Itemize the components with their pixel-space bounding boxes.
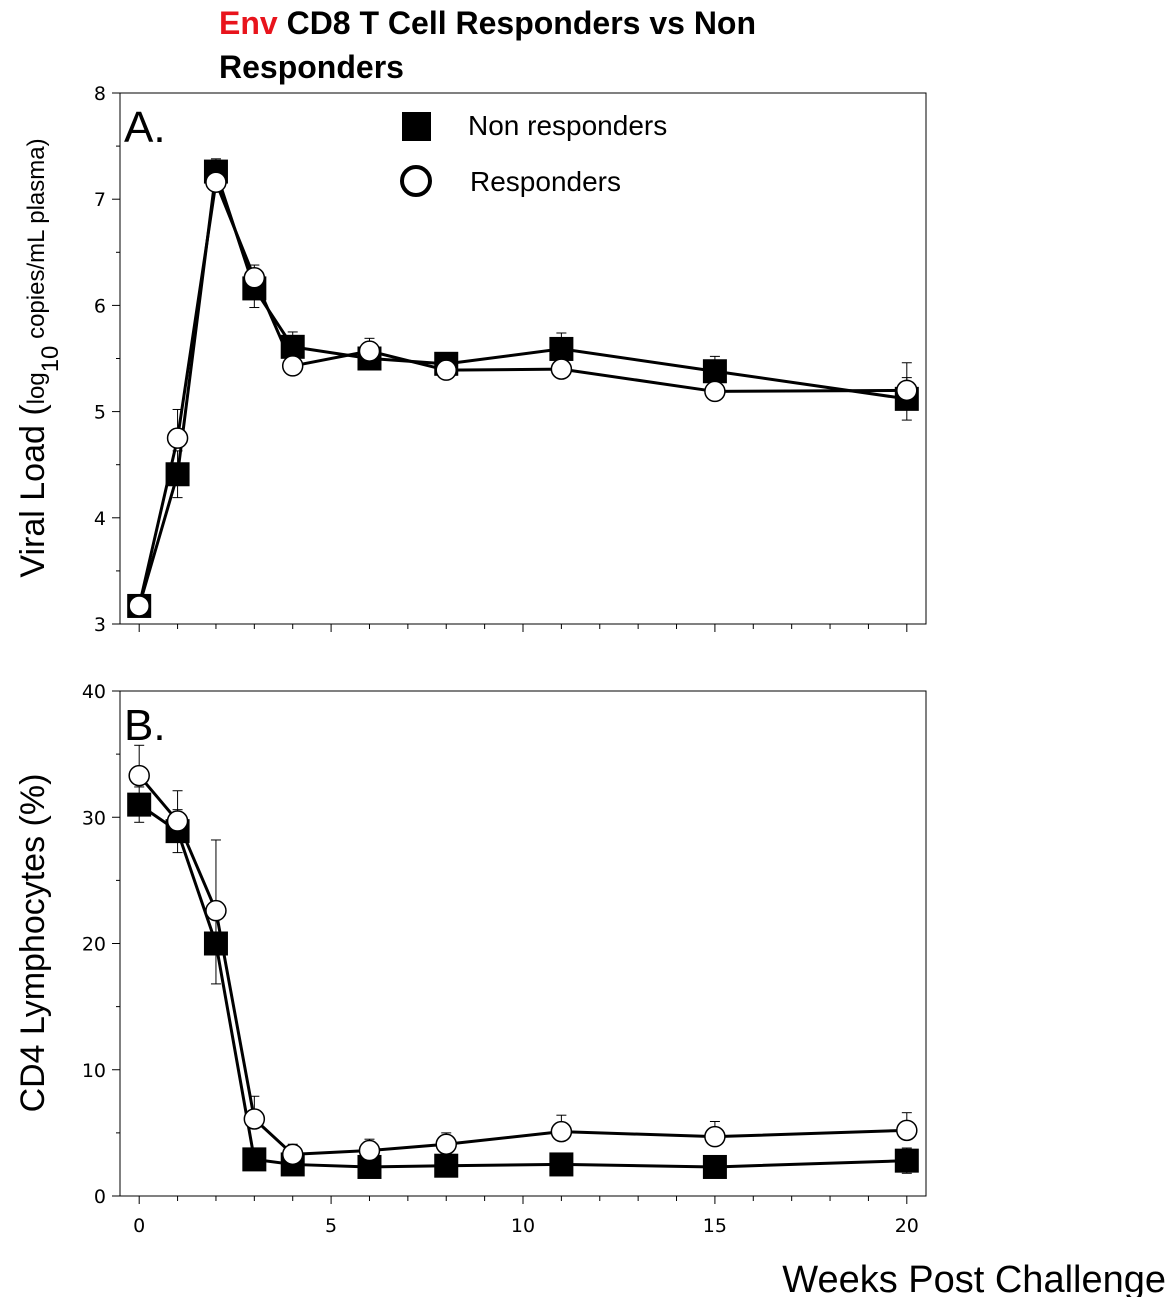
- y-tick-label: 4: [94, 508, 106, 530]
- y-tick-label: 10: [82, 1060, 106, 1082]
- panel-b-frame: [119, 690, 927, 1197]
- y-tick-label: 20: [82, 934, 106, 956]
- y-tick-label: 30: [82, 807, 106, 829]
- data-point-non-responders: [280, 334, 305, 359]
- legend-label-responders: Responders: [470, 166, 621, 197]
- data-point-responders: [550, 358, 573, 380]
- y-label-rest: copies/mL plasma): [23, 138, 50, 345]
- data-point-responders: [281, 355, 304, 377]
- data-point-non-responders: [702, 1154, 727, 1179]
- data-point-non-responders: [165, 462, 190, 487]
- legend-square-marker: [402, 112, 431, 141]
- panel-b-x-axis: 0 5 10 15 20: [133, 1196, 919, 1237]
- legend-circle-marker: [400, 165, 432, 197]
- y-tick-label: 8: [94, 83, 106, 105]
- y-label-main: Viral Load (: [14, 404, 52, 578]
- data-point-non-responders: [894, 1148, 919, 1173]
- panel-b: B. 0 10 20 30 40 0 5 10 15 20 CD4 Lymphocytes (%…: [14, 681, 1166, 1297]
- data-point-responders: [205, 171, 227, 193]
- data-point-non-responders: [549, 1152, 574, 1177]
- series-line-non-responders: [138, 803, 907, 1169]
- series-line-responders: [137, 176, 907, 607]
- chart-title: Env CD8 T Cell Responders vs Non: [219, 5, 756, 41]
- data-point-responders: [358, 340, 381, 362]
- panel-b-series: [127, 744, 919, 1179]
- error-bar-responders: [210, 839, 221, 911]
- x-tick-label: 0: [133, 1215, 145, 1237]
- data-point-non-responders: [702, 359, 727, 384]
- data-point-responders: [704, 1125, 726, 1148]
- data-point-responders: [435, 1133, 457, 1155]
- chart-title-line2: Responders: [219, 49, 404, 85]
- data-point-responders: [166, 427, 189, 449]
- data-point-non-responders: [434, 1153, 459, 1178]
- data-point-non-responders: [242, 1147, 267, 1172]
- data-point-responders: [896, 379, 918, 402]
- panel-a-y-label: Viral Load (log10 copies/mL plasma): [14, 138, 64, 577]
- data-point-responders: [358, 1139, 381, 1162]
- data-point-non-responders: [549, 336, 574, 361]
- data-point-responders: [550, 1120, 573, 1143]
- y-tick-label: 3: [94, 614, 106, 636]
- panel-b-y-label: CD4 Lymphocytes (%): [14, 774, 52, 1113]
- data-point-responders: [704, 380, 726, 403]
- legend-label-non-responders: Non responders: [468, 110, 667, 141]
- data-point-non-responders: [127, 792, 152, 817]
- y-tick-label: 6: [94, 295, 106, 317]
- data-point-responders: [205, 899, 227, 922]
- data-point-responders: [243, 267, 266, 289]
- data-point-responders: [128, 595, 150, 617]
- y-tick-label: 7: [94, 189, 106, 211]
- panel-a-x-axis: [138, 624, 908, 632]
- panel-a-series: [127, 158, 919, 618]
- y-tick-label: 5: [94, 402, 106, 424]
- data-point-responders: [166, 810, 189, 832]
- data-point-non-responders: [203, 931, 228, 956]
- title-accent: Env: [219, 5, 278, 41]
- data-point-responders: [281, 1143, 304, 1166]
- data-point-responders: [128, 764, 150, 787]
- data-point-responders: [896, 1119, 918, 1142]
- data-point-responders: [243, 1108, 266, 1130]
- legend: Non responders Responders: [400, 110, 667, 197]
- x-tick-label: 15: [703, 1215, 727, 1237]
- panel-b-y-axis: 0 10 20 30 40: [82, 681, 120, 1208]
- panel-a-label: A.: [124, 103, 166, 152]
- x-tick-label: 10: [511, 1215, 535, 1237]
- series-line-non-responders: [137, 171, 908, 607]
- y-label-log: log: [23, 372, 50, 404]
- y-tick-label: 40: [82, 681, 106, 703]
- y-tick-label: 0: [94, 1186, 106, 1208]
- panel-a-y-axis: 3 4 5 6 7 8: [94, 83, 120, 636]
- panel-b-label: B.: [124, 701, 166, 750]
- series-line-responders: [138, 774, 907, 1156]
- title-rest: CD8 T Cell Responders vs Non: [278, 5, 756, 41]
- data-point-responders: [435, 359, 457, 381]
- x-tick-label: 5: [325, 1215, 337, 1237]
- x-axis-label: Weeks Post Challenge: [782, 1259, 1166, 1297]
- panel-a: A. 3 4 5 6 7 8 Viral Load (log10 copies/mL pl…: [14, 83, 927, 636]
- x-tick-label: 20: [895, 1215, 919, 1237]
- y-label-sub: 10: [37, 346, 64, 373]
